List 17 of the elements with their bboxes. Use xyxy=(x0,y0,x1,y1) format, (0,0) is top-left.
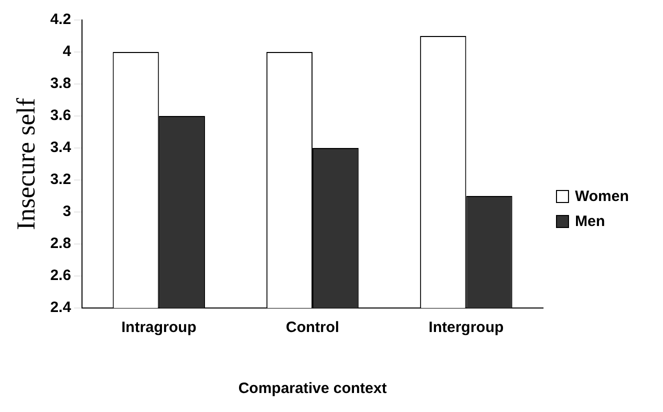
y-tick-label: 4.2 xyxy=(50,11,72,28)
y-tick-label: 2.8 xyxy=(50,235,72,252)
y-tick-label: 3.6 xyxy=(50,107,72,124)
legend-label: Women xyxy=(575,188,629,205)
y-tick-label: 3.2 xyxy=(50,171,72,188)
legend-label: Men xyxy=(575,213,605,230)
y-tick-label: 3 xyxy=(62,203,72,220)
y-axis-title: Insecure self xyxy=(11,98,40,230)
y-tick-label: 2.6 xyxy=(50,267,72,284)
y-tick-label: 2.4 xyxy=(50,299,72,316)
x-tick-label: Intragroup xyxy=(121,319,196,336)
x-axis-title: Comparative context xyxy=(238,380,387,398)
y-tick-label: 3.8 xyxy=(50,75,72,92)
y-tick-label: 4 xyxy=(62,43,72,60)
x-tick-label: Control xyxy=(286,319,340,336)
x-tick-label: Intergroup xyxy=(428,319,504,336)
y-tick-label: 3.4 xyxy=(50,139,72,156)
